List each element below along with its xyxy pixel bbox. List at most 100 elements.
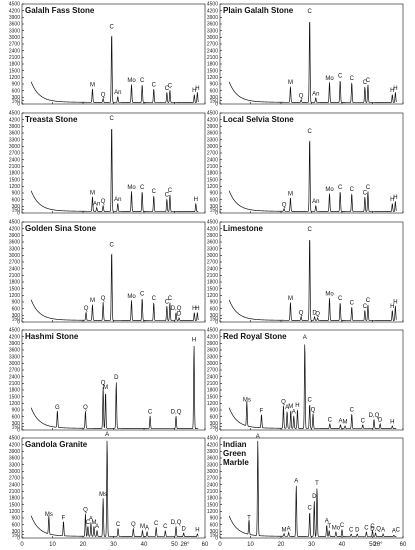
- y-tick-label: 1200: [207, 75, 218, 81]
- peak-label: An: [312, 199, 319, 205]
- y-tick-label: 600: [210, 197, 219, 203]
- peak-label: H: [393, 195, 397, 201]
- peak-label: C: [168, 296, 173, 302]
- y-tick-label: 1200: [207, 184, 218, 190]
- peak-label: A: [292, 410, 296, 416]
- peak-label: H: [390, 420, 394, 426]
- panel-local-selvia-stone: 0150300600900120015001800210024002700300…: [207, 111, 404, 217]
- peak-label: C: [307, 505, 312, 511]
- peak-label: C: [340, 523, 345, 529]
- y-tick-label: 300: [210, 529, 219, 535]
- y-tick-label: 2100: [9, 164, 20, 170]
- xrd-trace: [30, 35, 199, 103]
- x-tick-label: 20: [80, 542, 87, 548]
- y-tick-label: 4200: [207, 334, 218, 340]
- peak-label: C: [364, 525, 369, 531]
- peak-label: Q: [84, 306, 89, 312]
- y-tick-label: 4200: [207, 226, 218, 232]
- peak-label: C: [366, 185, 371, 191]
- y-tick-label: 600: [12, 197, 21, 203]
- peak-label: C: [363, 304, 368, 310]
- y-tick-label: 4500: [9, 328, 20, 334]
- peak-label: Q: [101, 296, 106, 302]
- panel-title: Plain Galalh Stone: [223, 6, 294, 15]
- y-tick-label: 150: [12, 207, 21, 213]
- y-tick-label: 1200: [9, 184, 20, 190]
- y-tick-label: 150: [12, 98, 21, 104]
- y-tick-label: 1200: [9, 75, 20, 81]
- y-tick-label: 2400: [9, 48, 20, 54]
- peak-label: M: [288, 296, 293, 302]
- y-tick-label: 600: [210, 522, 219, 528]
- peak-label: G: [55, 405, 60, 411]
- peak-label: C: [140, 292, 145, 298]
- peak-label: An: [114, 197, 121, 203]
- peak-label: H: [192, 337, 196, 343]
- y-tick-label: 3900: [9, 449, 20, 455]
- peak-label: Ms: [45, 512, 53, 518]
- peak-label: A: [95, 524, 99, 530]
- y-tick-label: 3900: [9, 124, 20, 130]
- x-tick-label: 40: [339, 542, 346, 548]
- y-tick-label: 3900: [207, 124, 218, 130]
- panel-title: Marble: [223, 458, 249, 467]
- panel-title: Limestone: [223, 224, 264, 233]
- x-tick-label: 50: [369, 542, 376, 548]
- y-tick-label: 3600: [9, 131, 20, 137]
- peak-label: H: [393, 86, 397, 92]
- peak-label: Mo: [325, 292, 334, 298]
- y-tick-label: 300: [210, 421, 219, 427]
- xrd-trace: [30, 440, 199, 537]
- peak-label: A: [381, 528, 385, 534]
- peak-label: H: [192, 306, 196, 312]
- peak-label: D,Q: [171, 410, 182, 416]
- peak-label: Ms: [243, 397, 251, 403]
- peak-label: H: [393, 299, 397, 305]
- panel-gandola-granite: 0150300600900120015001800210024002700300…: [9, 432, 206, 542]
- peak-label: D: [114, 375, 119, 381]
- y-tick-label: 300: [12, 313, 21, 319]
- y-tick-label: 3300: [207, 462, 218, 468]
- peak-label: Q: [101, 381, 106, 387]
- y-tick-label: 900: [210, 191, 219, 197]
- y-tick-label: 2700: [9, 260, 20, 266]
- y-tick-label: 3000: [9, 253, 20, 259]
- xrd-trace: [30, 346, 199, 429]
- y-tick-label: 2700: [207, 368, 218, 374]
- y-tick-label: 1500: [9, 394, 20, 400]
- y-tick-label: 1800: [207, 388, 218, 394]
- y-tick-label: 2100: [207, 55, 218, 61]
- y-tick-label: 2700: [9, 151, 20, 157]
- peak-label: C: [363, 190, 368, 196]
- xrd-trace: [228, 440, 397, 538]
- y-tick-label: 150: [210, 207, 219, 213]
- peak-label: Q: [311, 407, 316, 413]
- y-tick-label: 300: [12, 421, 21, 427]
- peak-label: Q: [101, 92, 106, 98]
- peak-label: A: [145, 525, 149, 531]
- peak-label: C: [152, 296, 157, 302]
- peak-label: C: [109, 116, 114, 122]
- y-tick-label: 150: [210, 532, 219, 538]
- peak-label: H: [194, 197, 198, 203]
- peak-label: H: [195, 86, 199, 92]
- y-tick-label: 3300: [9, 28, 20, 34]
- peak-label: Mo: [325, 76, 334, 82]
- y-tick-label: 0: [215, 102, 218, 108]
- y-tick-label: 900: [12, 516, 21, 522]
- y-tick-label: 150: [210, 98, 219, 104]
- x-tick-label: 40: [141, 542, 148, 548]
- x-axis-label-left: 2θ°: [180, 542, 190, 548]
- peak-label: C: [165, 193, 170, 199]
- peak-label: M: [91, 520, 96, 526]
- panel-title: Local Selvia Stone: [223, 115, 294, 124]
- peak-label: D: [177, 312, 182, 318]
- peak-label: M: [103, 385, 108, 391]
- xrd-trace: [228, 22, 397, 103]
- peak-label: T: [247, 515, 251, 521]
- peak-label: Q: [83, 405, 88, 411]
- y-tick-label: 2400: [9, 482, 20, 488]
- peak-label: A: [392, 529, 396, 535]
- y-tick-label: 1200: [207, 293, 218, 299]
- peak-label: H: [390, 304, 394, 310]
